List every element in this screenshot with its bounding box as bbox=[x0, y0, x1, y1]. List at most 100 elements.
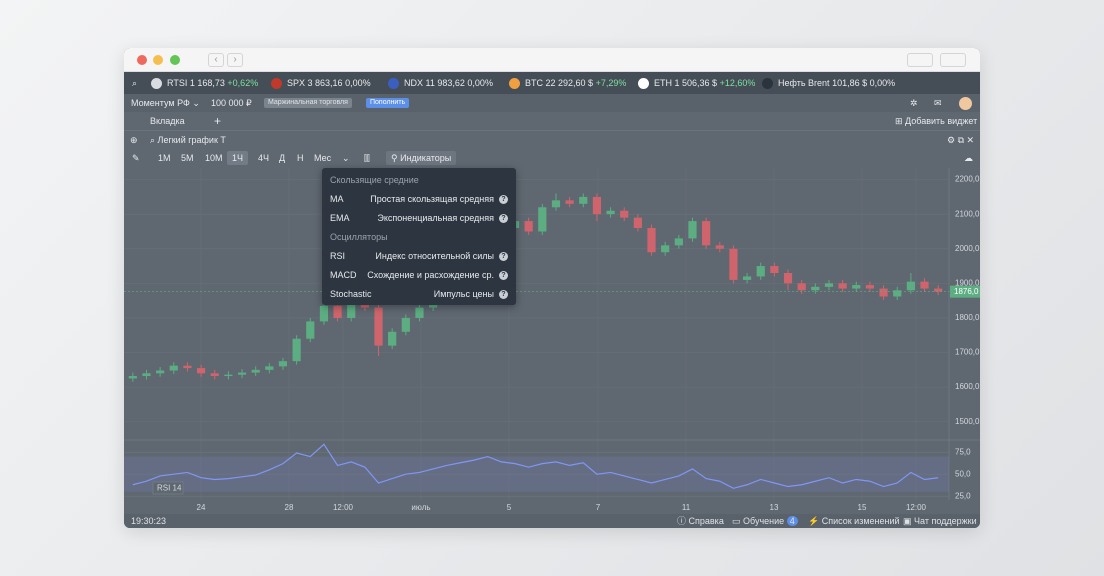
interval-button[interactable]: Н bbox=[297, 153, 304, 163]
rsi-label-box bbox=[152, 481, 184, 495]
indicator-name: Импульс цены bbox=[433, 289, 494, 299]
changelog-text: Список изменений bbox=[821, 516, 900, 526]
account-bar: Моментум РФ ⌄ 100 000 ₽ Маржинальная тор… bbox=[124, 94, 980, 112]
candle-body bbox=[770, 266, 779, 273]
ticker-item[interactable]: ETH 1 506,36 $ +12,60% bbox=[638, 72, 755, 94]
ticker-price: 101,86 $ bbox=[832, 78, 868, 88]
interval-button[interactable]: 10М bbox=[205, 153, 223, 163]
search-icon[interactable]: ⌕ bbox=[132, 78, 138, 88]
draw-tool[interactable]: ✎ bbox=[132, 153, 140, 163]
interval-button[interactable]: 1М bbox=[158, 153, 171, 163]
indicators-button[interactable]: ⚲ Индикаторы bbox=[386, 151, 457, 165]
widget-controls[interactable]: ⚙ ⧉ ✕ bbox=[947, 135, 975, 145]
help-icon: ? bbox=[499, 290, 508, 299]
candle-body bbox=[852, 285, 861, 289]
ticker-item[interactable]: NDX 11 983,62 0,00% bbox=[388, 72, 493, 94]
indicator-name: Схождение и расхождение ср. bbox=[367, 270, 494, 280]
forward-button[interactable]: › bbox=[227, 53, 243, 67]
help-icon: ? bbox=[499, 214, 508, 223]
tab-bar: Вкладка + ⊞ Добавить виджет bbox=[124, 112, 980, 130]
widget-link[interactable]: ⊕ bbox=[130, 135, 138, 145]
help-icon: ? bbox=[499, 252, 508, 261]
indicators-dropdown: Скользящие средние MA Простая скользящая с… bbox=[322, 168, 516, 305]
interval-button[interactable]: Д bbox=[279, 153, 286, 163]
ticker-price: 11 983,62 bbox=[425, 78, 465, 88]
cloud-icon[interactable]: ☁ bbox=[964, 153, 973, 163]
avatar[interactable] bbox=[959, 97, 972, 110]
ticker-name: ETH bbox=[654, 78, 672, 88]
x-tick-label: 15 bbox=[858, 503, 867, 512]
learning-text: Обучение bbox=[743, 516, 785, 526]
account-name-text: Моментум РФ bbox=[131, 98, 190, 108]
ticker-change: +0,62% bbox=[227, 78, 259, 88]
ticker-item[interactable]: Нефть Brent 101,86 $ 0,00% bbox=[762, 72, 895, 94]
widget-search[interactable]: ⌕ Легкий график Т bbox=[150, 135, 226, 145]
ticker-icon bbox=[388, 78, 399, 90]
candle-body bbox=[715, 245, 724, 249]
y-tick-label: 1900,0 bbox=[955, 278, 980, 287]
back-button[interactable]: ‹ bbox=[208, 53, 224, 67]
help[interactable]: ⓘ Справка bbox=[677, 516, 724, 526]
ticker-name: SPX bbox=[287, 78, 306, 88]
indicator-item[interactable]: Stochastic Импульс цены? bbox=[322, 285, 516, 304]
ticker-price: 22 292,60 $ bbox=[545, 78, 594, 88]
indicator-item[interactable]: RSI Индекс относительной силы? bbox=[322, 247, 516, 266]
indicator-item[interactable]: MACD Схождение и расхождение ср.? bbox=[322, 266, 516, 285]
share-button[interactable] bbox=[907, 53, 933, 67]
candle-body bbox=[401, 317, 410, 332]
candle-body bbox=[838, 283, 847, 289]
learning[interactable]: ▭ Обучение 4 bbox=[732, 514, 798, 528]
minimize-button[interactable] bbox=[153, 55, 163, 65]
candle-body bbox=[592, 196, 602, 215]
indicator-item[interactable]: MA Простая скользящая средняя? bbox=[322, 190, 516, 209]
help-icon: ? bbox=[499, 271, 508, 280]
candle-body bbox=[251, 369, 260, 373]
candle-body bbox=[633, 217, 642, 229]
ticker-item[interactable]: SPX 3 863,16 0,00% bbox=[271, 72, 371, 94]
support[interactable]: ▣ Чат поддержки bbox=[903, 516, 977, 526]
indicator-name: Индекс относительной силы bbox=[375, 251, 494, 261]
clock: 19:30:23 bbox=[131, 516, 167, 526]
ticker-name: BTC bbox=[525, 78, 543, 88]
settings-icon[interactable]: ✲ bbox=[910, 98, 918, 108]
interval-button[interactable]: 4Ч bbox=[258, 153, 270, 163]
interval-more[interactable]: ⌄ bbox=[342, 153, 350, 163]
interval-button[interactable]: Мес bbox=[314, 153, 332, 163]
top-up-button[interactable]: Пополнить bbox=[366, 98, 410, 108]
ticker-icon bbox=[271, 78, 282, 90]
candle-body bbox=[265, 366, 274, 370]
candle-body bbox=[865, 285, 875, 289]
ticker-change: 0,00% bbox=[467, 78, 493, 88]
add-widget[interactable]: ⊞ Добавить виджет bbox=[895, 116, 978, 126]
candle-body bbox=[551, 200, 561, 208]
candle-body bbox=[742, 276, 752, 280]
candle-body bbox=[169, 365, 178, 371]
account-name[interactable]: Моментум РФ ⌄ bbox=[131, 98, 200, 108]
interval-button[interactable]: 1Ч bbox=[227, 151, 249, 165]
x-tick-label: 11 bbox=[682, 503, 691, 512]
chart-type[interactable]: ⫿⫿ bbox=[364, 153, 370, 163]
add-tab[interactable]: + bbox=[214, 114, 222, 128]
candle-body bbox=[374, 307, 383, 346]
y-tick-label: 1700,0 bbox=[955, 348, 980, 357]
close-button[interactable] bbox=[137, 55, 147, 65]
y-tick-label: 1800,0 bbox=[955, 313, 980, 322]
candle-body bbox=[688, 221, 697, 239]
tabs-button[interactable] bbox=[940, 53, 966, 67]
interval-button[interactable]: 5М bbox=[181, 153, 194, 163]
ticker-name: NDX bbox=[404, 78, 424, 88]
indicators-text: Индикаторы bbox=[400, 153, 452, 163]
candle-body bbox=[196, 368, 206, 374]
margin-badge: Маржинальная торговля bbox=[264, 98, 352, 108]
help-text: Справка bbox=[688, 516, 724, 526]
ticker-item[interactable]: BTC 22 292,60 $ +7,29% bbox=[509, 72, 626, 94]
changelog[interactable]: ⚡ Список изменений bbox=[808, 516, 900, 526]
mail-icon[interactable]: ✉ bbox=[934, 98, 942, 108]
section-title: Осцилляторы bbox=[330, 232, 388, 242]
tab[interactable]: Вкладка bbox=[150, 116, 185, 126]
candle-body bbox=[128, 376, 137, 379]
zoom-button[interactable] bbox=[170, 55, 180, 65]
indicator-item[interactable]: EMA Экспоненциальная средняя? bbox=[322, 209, 516, 228]
ticker-item[interactable]: RTSI 1 168,73 +0,62% bbox=[151, 72, 258, 94]
